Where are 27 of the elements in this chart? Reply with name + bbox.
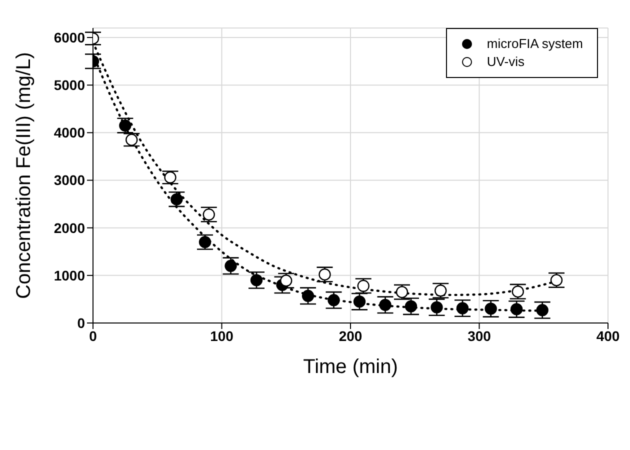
x-axis-title: Time (min): [303, 356, 398, 378]
point: [164, 171, 176, 184]
point: [536, 304, 548, 316]
point: [250, 274, 263, 286]
point: [328, 294, 340, 306]
point: [357, 280, 370, 292]
point: [484, 302, 497, 315]
y-tick-label: 2000: [54, 220, 86, 236]
y-tick-label: 6000: [54, 29, 86, 46]
point: [202, 208, 215, 221]
legend-label: UV-vis: [486, 53, 524, 71]
y-tick-label: 3000: [54, 172, 86, 188]
y-axis-title: Concentration Fe(III) (mg/L): [13, 52, 36, 299]
x-tick-label: 400: [596, 328, 620, 344]
y-tick-label: 1000: [54, 267, 86, 284]
y-tick-label: 4000: [54, 124, 86, 141]
legend-label: microFIA system: [486, 35, 583, 53]
x-tick-label: 100: [210, 328, 234, 344]
point: [434, 284, 447, 297]
x-tick-label: 300: [468, 328, 492, 344]
point: [430, 301, 443, 314]
y-tick-label: 5000: [54, 77, 86, 94]
point: [280, 274, 292, 287]
x-tick-label: 0: [89, 328, 98, 344]
y-tick-label: 0: [77, 314, 86, 331]
x-tick-label: 200: [338, 328, 362, 344]
point: [302, 290, 314, 302]
